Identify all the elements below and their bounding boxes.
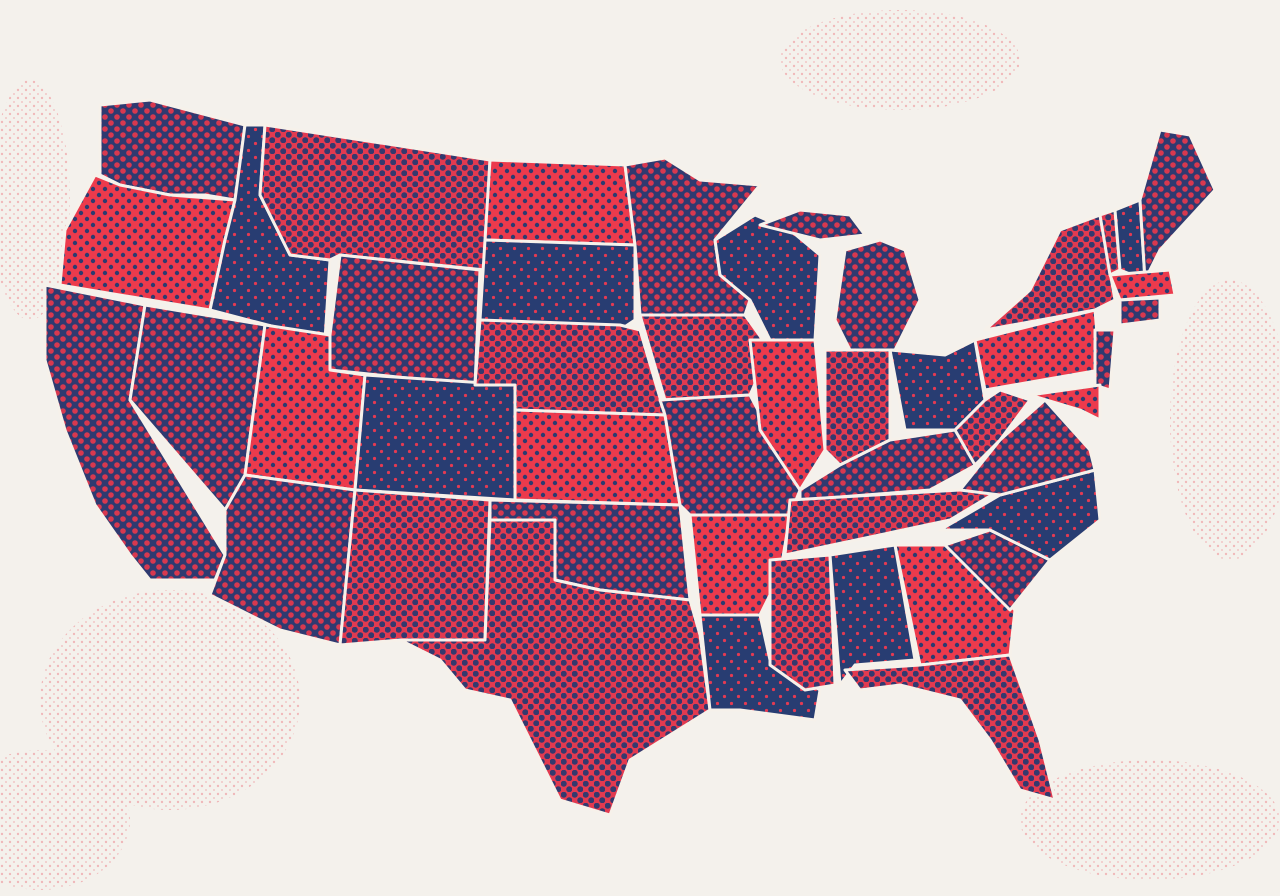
state xyxy=(1108,268,1177,302)
state xyxy=(893,543,1017,667)
speckle xyxy=(0,80,70,320)
speckle xyxy=(0,750,130,890)
state xyxy=(1118,296,1162,327)
speckle xyxy=(780,10,1020,110)
state xyxy=(478,238,637,332)
state xyxy=(353,373,517,502)
speckle xyxy=(1020,760,1280,880)
state xyxy=(398,518,712,817)
state xyxy=(328,253,482,387)
state xyxy=(513,408,682,507)
state xyxy=(783,488,1002,557)
state xyxy=(758,208,867,242)
state xyxy=(338,488,492,647)
state xyxy=(748,338,827,492)
states xyxy=(43,98,1217,817)
state xyxy=(833,238,922,352)
speckle xyxy=(40,590,300,810)
speckles xyxy=(0,10,1280,890)
state xyxy=(483,158,637,247)
state xyxy=(828,543,917,687)
state xyxy=(1028,383,1102,422)
state xyxy=(698,613,822,722)
state xyxy=(768,553,837,692)
state xyxy=(843,653,1057,802)
state xyxy=(953,388,1032,467)
speckle xyxy=(1170,280,1280,560)
state xyxy=(1093,328,1117,392)
